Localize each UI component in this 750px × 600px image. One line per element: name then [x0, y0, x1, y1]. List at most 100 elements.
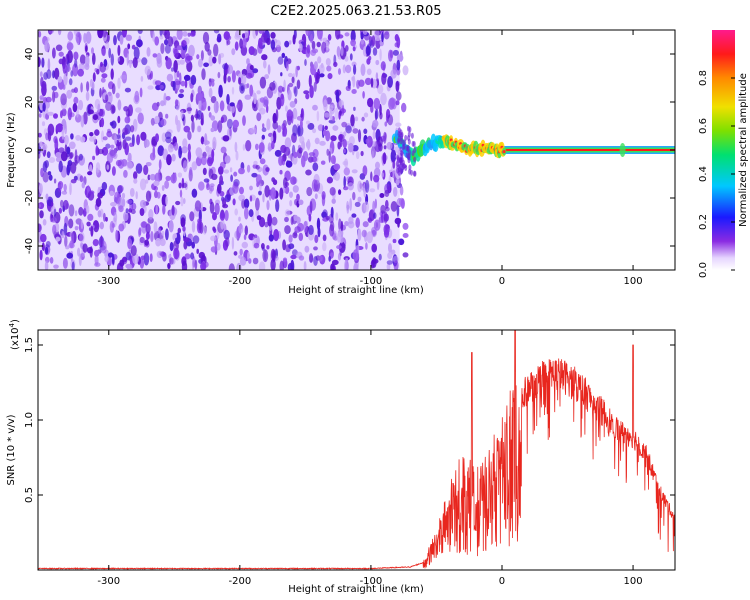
noise-speckle: [66, 42, 74, 51]
noise-speckle: [338, 134, 345, 142]
noise-speckle: [346, 205, 350, 214]
noise-speckle: [38, 113, 42, 118]
noise-speckle: [357, 196, 362, 203]
noise-speckle: [362, 30, 368, 35]
noise-speckle: [379, 193, 385, 198]
noise-speckle: [111, 105, 116, 114]
noise-speckle: [158, 159, 162, 170]
noise-speckle: [286, 160, 290, 167]
y-tick-label: 0.5: [24, 487, 35, 503]
noise-speckle: [218, 84, 223, 98]
noise-speckle: [229, 102, 235, 107]
noise-speckle: [74, 59, 78, 68]
noise-speckle: [200, 98, 207, 111]
noise-speckle: [306, 138, 311, 151]
noise-speckle: [92, 135, 97, 144]
noise-speckle: [91, 81, 95, 91]
noise-speckle: [110, 202, 117, 207]
noise-speckle: [117, 115, 121, 124]
noise-speckle: [205, 145, 210, 153]
noise-speckle: [191, 161, 198, 171]
noise-speckle: [402, 252, 409, 258]
noise-speckle: [201, 68, 206, 81]
signal-fringe: [404, 165, 408, 171]
signal-fringe: [413, 147, 417, 154]
noise-speckle: [311, 179, 318, 192]
noise-speckle: [155, 237, 162, 247]
noise-speckle: [117, 77, 121, 90]
noise-speckle: [145, 162, 152, 167]
signal-fringe: [399, 138, 403, 145]
noise-speckle: [80, 136, 86, 143]
noise-speckle: [156, 58, 163, 68]
noise-speckle: [165, 175, 171, 181]
noise-speckle: [149, 72, 152, 81]
noise-speckle: [261, 243, 265, 250]
noise-speckle: [324, 112, 330, 118]
noise-speckle: [389, 97, 396, 109]
signal-fringe: [395, 160, 399, 167]
noise-speckle: [39, 210, 44, 219]
noise-speckle: [92, 239, 99, 247]
noise-speckle: [331, 198, 336, 204]
noise-speckle: [367, 217, 372, 222]
noise-speckle: [373, 174, 380, 183]
noise-speckle: [267, 142, 272, 152]
noise-speckle: [143, 164, 149, 176]
noise-speckle: [392, 49, 399, 56]
y-tick-label: -20: [24, 190, 35, 206]
noise-speckle: [369, 188, 376, 193]
noise-speckle: [97, 210, 102, 218]
noise-speckle: [222, 200, 227, 206]
noise-speckle: [109, 149, 117, 158]
noise-speckle: [270, 258, 276, 270]
noise-speckle: [126, 53, 129, 66]
noise-speckle: [305, 169, 312, 176]
x-tick-label: 0: [499, 276, 505, 287]
noise-speckle: [321, 41, 327, 54]
noise-speckle: [390, 149, 397, 163]
noise-speckle: [39, 249, 43, 261]
noise-speckle: [202, 167, 207, 176]
noise-speckle: [239, 256, 247, 266]
noise-speckle: [55, 44, 63, 52]
noise-speckle: [241, 241, 248, 249]
noise-speckle: [280, 72, 283, 77]
tone-band-core: [501, 149, 675, 151]
noise-speckle: [70, 133, 74, 140]
noise-speckle: [182, 31, 188, 37]
noise-speckle: [249, 185, 253, 191]
noise-speckle: [131, 202, 137, 211]
noise-speckle: [80, 219, 84, 230]
noise-speckle: [323, 99, 328, 112]
x-tick-label: -200: [228, 576, 251, 587]
noise-speckle: [41, 57, 45, 68]
noise-speckle: [360, 31, 364, 40]
noise-speckle: [62, 84, 66, 90]
noise-speckle: [248, 209, 254, 218]
y-tick-label: -40: [24, 238, 35, 254]
noise-speckle: [122, 30, 127, 38]
noise-speckle: [160, 100, 165, 107]
noise-speckle: [364, 77, 372, 86]
noise-speckle: [133, 178, 138, 184]
noise-speckle: [251, 172, 258, 178]
snr-x-ticks: -300 -200 -100 0 100: [97, 330, 643, 587]
noise-speckle: [202, 226, 207, 235]
noise-speckle: [105, 41, 110, 50]
noise-speckle: [398, 238, 405, 246]
spectrogram-x-ticks: -300 -200 -100 0 100: [97, 30, 643, 287]
snr-y-ticks: 0.5 1.0 1.5: [24, 337, 675, 503]
noise-speckle: [393, 260, 399, 270]
noise-speckle: [52, 47, 56, 59]
noise-speckle: [76, 105, 80, 110]
noise-speckle: [275, 199, 280, 213]
noise-speckle: [328, 150, 331, 163]
noise-speckle: [144, 65, 151, 76]
noise-speckle: [351, 89, 357, 94]
noise-speckle: [68, 204, 75, 217]
noise-speckle: [38, 183, 43, 195]
noise-speckle: [270, 187, 277, 200]
noise-speckle: [294, 86, 298, 97]
noise-speckle: [313, 246, 318, 251]
